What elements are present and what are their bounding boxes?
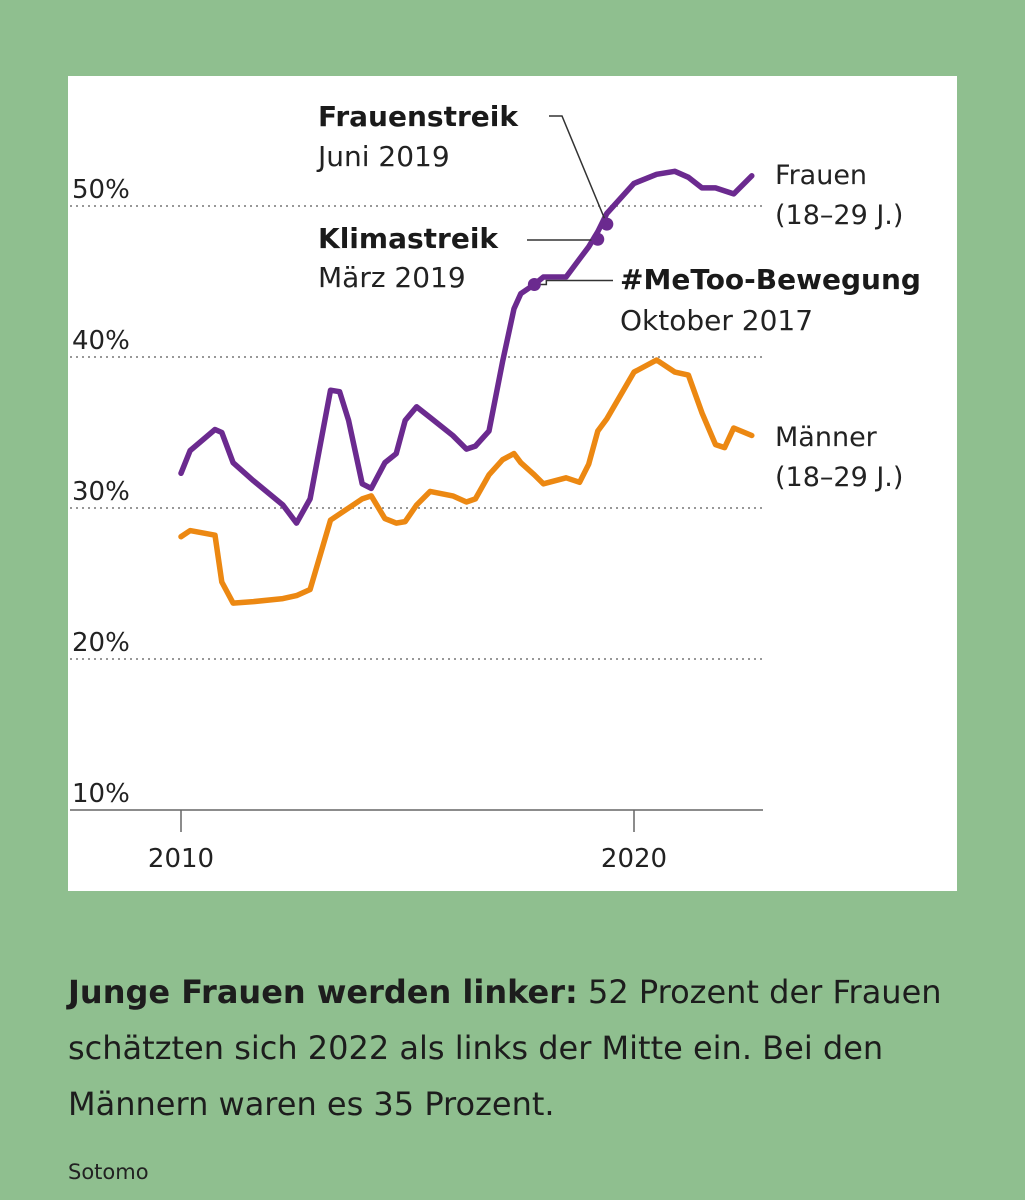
annotation-date-klimastreik: März 2019	[318, 261, 466, 294]
annotation-marker-klimastreik	[591, 232, 605, 246]
chart-card: 10% 20% 30% 40% 50% 2010 2020 Frauen (18–29 J.) M…	[68, 76, 957, 891]
annotation-date-metoo: Oktober 2017	[620, 304, 813, 337]
y-tick-label: 50%	[72, 175, 130, 205]
annotation-leader-frauenstreik	[549, 115, 608, 225]
x-tick-label: 2020	[601, 844, 667, 874]
y-tick-label: 40%	[72, 326, 130, 356]
y-tick-label: 30%	[72, 477, 130, 507]
caption-body: 52 Prozent der Frauen schätzten sich 202…	[68, 973, 942, 1123]
series-line-maenner	[178, 357, 755, 606]
annotation-date-frauenstreik: Juni 2019	[316, 140, 450, 173]
annotation-title-metoo: #MeToo-Bewegung	[620, 263, 921, 296]
y-tick-label: 10%	[72, 779, 130, 809]
series-label-maenner-age: (18–29 J.)	[775, 462, 903, 493]
series-label-frauen-age: (18–29 J.)	[775, 200, 903, 231]
line-chart: 10% 20% 30% 40% 50% 2010 2020 Frauen (18–29 J.) M…	[70, 100, 921, 874]
x-tick-label: 2010	[148, 844, 214, 874]
annotation-marker-metoo	[527, 278, 541, 292]
series-label-maenner: Männer	[775, 422, 878, 453]
chart-caption: Junge Frauen werden linker: 52 Prozent d…	[68, 964, 948, 1132]
annotation-leader-metoo	[534, 279, 613, 286]
caption-headline: Junge Frauen werden linker:	[68, 973, 578, 1011]
annotation-marker-frauenstreik	[600, 217, 614, 231]
source-credit: Sotomo	[68, 1160, 149, 1184]
series-line-frauen	[178, 168, 755, 526]
annotation-title-frauenstreik: Frauenstreik	[318, 100, 519, 133]
series-label-frauen: Frauen	[775, 160, 867, 191]
y-tick-label: 20%	[72, 628, 130, 658]
annotation-title-klimastreik: Klimastreik	[318, 222, 499, 255]
